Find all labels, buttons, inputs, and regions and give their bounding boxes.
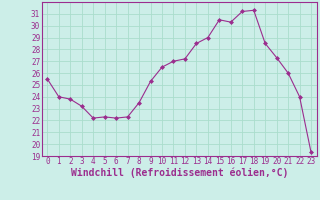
X-axis label: Windchill (Refroidissement éolien,°C): Windchill (Refroidissement éolien,°C) bbox=[70, 168, 288, 178]
